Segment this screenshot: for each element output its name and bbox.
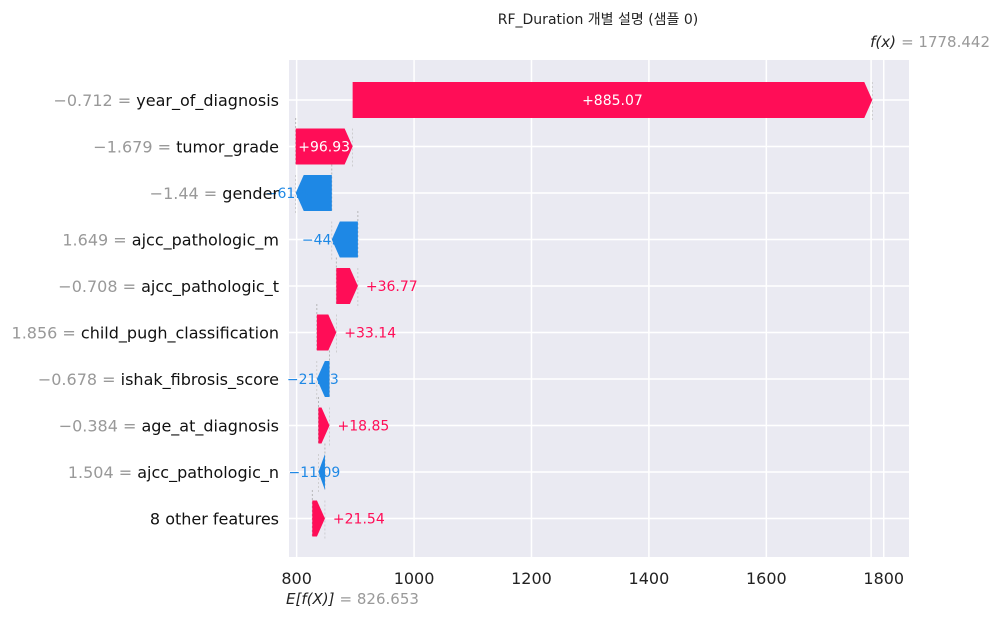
plot-area	[289, 60, 909, 557]
feature-name: ishak_fibrosis_score	[121, 370, 279, 390]
feature-label: 8 other features	[150, 510, 279, 529]
contribution-bar	[318, 454, 325, 490]
feature-label: −0.384 = age_at_diagnosis	[59, 417, 279, 437]
contribution-bars	[295, 82, 873, 537]
feature-value: −1.44 =	[150, 184, 223, 203]
x-tick-label: 1000	[394, 569, 435, 588]
x-tick-label: 1400	[629, 569, 670, 588]
feature-labels: −0.712 = year_of_diagnosis −1.679 = tumor…	[12, 91, 280, 529]
feature-label: −1.44 = gender	[150, 184, 280, 203]
contribution-label: +21.54	[333, 512, 385, 528]
contribution-label: +96.93	[298, 140, 350, 156]
feature-value: −0.678 =	[38, 370, 121, 389]
contribution-label: −61.47	[266, 186, 318, 202]
contribution-bar	[336, 268, 358, 304]
fx-value: 1778.442	[918, 33, 990, 51]
contribution-label: −21.53	[287, 372, 339, 388]
feature-label: −1.679 = tumor_grade	[93, 138, 279, 158]
feature-name: ajcc_pathologic_n	[137, 463, 279, 483]
contribution-bar	[295, 175, 332, 211]
feature-label: 1.504 = ajcc_pathologic_n	[68, 463, 279, 483]
x-tick-label: 1600	[746, 569, 787, 588]
contribution-label: +33.14	[344, 326, 396, 342]
base-annotation: E[f(X)] = 826.653	[286, 589, 419, 608]
contribution-bar	[318, 407, 330, 444]
contribution-bar	[316, 314, 337, 351]
feature-name: gender	[222, 184, 279, 203]
contribution-label: +885.07	[582, 93, 643, 109]
connector-lines	[295, 82, 873, 541]
feature-name: 8 other features	[150, 510, 279, 529]
feature-label: 1.649 = ajcc_pathologic_m	[62, 231, 279, 251]
contribution-bar	[331, 221, 358, 258]
feature-value: −1.679 =	[93, 138, 176, 157]
contribution-bar	[312, 500, 325, 537]
feature-value: 1.856 =	[12, 324, 81, 343]
feature-name: child_pugh_classification	[81, 324, 279, 344]
contribution-bar	[295, 128, 353, 165]
feature-value: −0.712 =	[53, 91, 136, 110]
base-label: E[f(X)]	[286, 590, 335, 608]
contribution-bar	[352, 82, 873, 118]
feature-label: 1.856 = child_pugh_classification	[12, 324, 279, 344]
contribution-label: −11.09	[289, 465, 341, 481]
contribution-bar	[316, 361, 330, 397]
x-tick-label: 800	[281, 569, 312, 588]
feature-name: tumor_grade	[176, 138, 279, 158]
feature-name: year_of_diagnosis	[136, 91, 279, 111]
x-tick-labels: 800 1000 1200 1400 1600 1800	[281, 569, 904, 588]
feature-label: −0.678 = ishak_fibrosis_score	[38, 370, 279, 390]
x-tick-label: 1800	[863, 569, 904, 588]
feature-value: −0.708 =	[58, 277, 141, 296]
contribution-label: +18.85	[337, 419, 389, 435]
feature-value: 1.649 =	[62, 231, 131, 250]
chart-title: RF_Duration 개별 설명 (샘플 0)	[498, 12, 699, 28]
fx-label: f(x)	[870, 33, 896, 51]
feature-value: −0.384 =	[59, 417, 142, 436]
feature-label: −0.708 = ajcc_pathologic_t	[58, 277, 279, 297]
feature-name: ajcc_pathologic_m	[132, 231, 279, 251]
fx-equals: =	[901, 33, 918, 51]
contribution-label: −44.42	[302, 233, 354, 249]
feature-name: ajcc_pathologic_t	[141, 277, 279, 297]
fx-annotation: f(x) = 1778.442	[870, 32, 990, 51]
contribution-label: +36.77	[366, 279, 418, 295]
feature-name: age_at_diagnosis	[142, 417, 280, 437]
feature-value: 1.504 =	[68, 463, 137, 482]
feature-label: −0.712 = year_of_diagnosis	[53, 91, 279, 111]
x-tick-label: 1200	[511, 569, 552, 588]
base-equals: =	[340, 590, 357, 608]
base-value: 826.653	[357, 590, 419, 608]
contribution-labels: +885.07 +96.93 −61.47 −44.42 +36.77 +33.14 −21…	[266, 93, 643, 528]
